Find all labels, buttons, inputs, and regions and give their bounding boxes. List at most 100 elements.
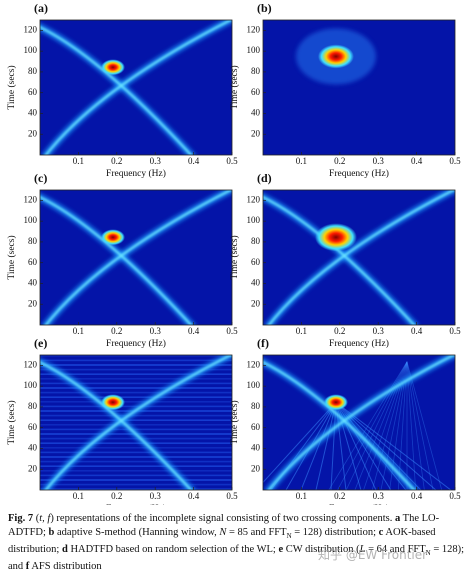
ridge (44, 20, 232, 155)
streak (397, 361, 408, 490)
stripe (40, 447, 232, 449)
y-tick-label: 20 (251, 128, 261, 138)
panel-label: (b) (257, 1, 272, 15)
x-tick-label: 0.5 (449, 326, 461, 336)
panel-label: (d) (257, 171, 272, 185)
stripe (40, 451, 232, 454)
x-tick-label: 0.3 (373, 491, 385, 501)
x-tick-label: 0.4 (188, 491, 200, 501)
plot-frame (262, 189, 456, 326)
ridge (267, 355, 455, 490)
x-tick-label: 0.3 (150, 491, 162, 501)
stripe (40, 391, 232, 394)
caption-text: The LO-ADTFD; (8, 513, 440, 538)
x-tick-label: 0.5 (449, 491, 461, 501)
caption-text: N (219, 527, 227, 538)
caption-text: c (378, 527, 384, 538)
x-tick-label: 0.2 (334, 491, 345, 501)
y-tick-label: 80 (28, 401, 38, 411)
panel: 0.1 0.2 0.3 0.4 0.5 20 40 60 80 100 120 Frequency (… (229, 171, 461, 349)
panel: 0.1 0.2 0.3 0.4 0.5 20 40 60 80 100 120 Frequency (… (6, 171, 238, 349)
stripe (40, 424, 232, 426)
y-tick-label: 20 (28, 298, 38, 308)
streak (300, 402, 337, 490)
stripe (40, 479, 232, 481)
hotspot (323, 394, 348, 411)
x-tick-label: 0.1 (296, 326, 307, 336)
y-tick-label: 100 (24, 380, 38, 390)
stripe (40, 387, 232, 389)
x-axis-label: Frequency (Hz) (106, 338, 166, 349)
y-tick-label: 120 (24, 194, 38, 204)
x-tick-label: 0.3 (373, 326, 385, 336)
stripe (40, 442, 232, 444)
y-tick-label: 100 (247, 45, 261, 55)
stripe (40, 364, 232, 366)
y-tick-label: 60 (251, 257, 261, 267)
y-tick-label: 60 (28, 87, 38, 97)
x-tick-label: 0.3 (150, 156, 162, 166)
y-axis-label: Time (secs) (6, 235, 17, 279)
y-tick-label: 40 (251, 443, 261, 453)
y-tick-label: 80 (251, 66, 261, 76)
y-axis-label: Time (secs) (229, 235, 240, 279)
stripe (40, 355, 232, 357)
hotspot (100, 394, 125, 411)
x-tick-label: 0.1 (73, 156, 84, 166)
stripe (40, 419, 232, 421)
x-tick-label: 0.1 (296, 156, 307, 166)
stripe (40, 474, 232, 477)
x-tick-label: 0.2 (111, 491, 122, 501)
caption-text: CW distribution ( (283, 544, 360, 556)
caption-text: = 128); and (8, 544, 465, 573)
heatmap (40, 190, 232, 325)
x-tick-label: 0.5 (449, 156, 461, 166)
caption-text: Fig. 7 (8, 513, 34, 524)
plot-frame (262, 354, 456, 491)
caption-text: AOK-based distribution; (8, 527, 436, 556)
y-tick-label: 80 (251, 401, 261, 411)
y-tick-label: 120 (247, 194, 261, 204)
y-axis-label: Time (secs) (6, 400, 17, 444)
heatmap (263, 20, 455, 155)
x-tick-label: 0.1 (73, 326, 84, 336)
streak (406, 361, 434, 490)
y-tick-label: 20 (28, 128, 38, 138)
stripe (40, 396, 232, 398)
caption-text: b (48, 527, 55, 538)
y-tick-label: 40 (251, 278, 261, 288)
y-tick-label: 100 (247, 380, 261, 390)
x-tick-label: 0.4 (188, 326, 200, 336)
y-tick-label: 100 (24, 215, 38, 225)
ridge (44, 190, 232, 325)
caption-text: = 128) distribution; (291, 527, 379, 538)
streak (263, 401, 337, 484)
stripe (40, 483, 232, 486)
x-tick-label: 0.1 (73, 491, 84, 501)
panel: 0.1 0.2 0.3 0.4 0.5 20 40 60 80 100 120 Frequency (… (6, 1, 238, 179)
caption-text: f (25, 561, 30, 573)
caption-text: e (278, 544, 284, 556)
y-tick-label: 20 (28, 463, 38, 473)
ridge (44, 355, 232, 490)
stripe (40, 368, 232, 371)
y-tick-label: 20 (251, 298, 261, 308)
caption: Fig. 7 (t, f) representations of the inc… (8, 512, 466, 574)
figure: 0.1 0.2 0.3 0.4 0.5 20 40 60 80 100 120 Frequency (… (6, 1, 461, 514)
panel-label: (a) (34, 1, 48, 15)
hotspot (100, 59, 125, 76)
stripe (40, 373, 232, 375)
stripe (40, 382, 232, 385)
x-tick-label: 0.2 (334, 326, 345, 336)
x-tick-label: 0.3 (150, 326, 162, 336)
x-tick-label: 0.4 (411, 156, 423, 166)
heatmap (40, 20, 232, 155)
caption-text: AFS distribution (29, 561, 102, 573)
y-axis-label: Time (secs) (229, 400, 240, 444)
panel: 0.1 0.2 0.3 0.4 0.5 20 40 60 80 100 120 Frequency (… (229, 336, 461, 514)
caption-text: N (286, 532, 292, 541)
x-tick-label: 0.1 (296, 491, 307, 501)
hotspot (100, 229, 125, 246)
caption-text: adaptive S-method (Hanning window, (54, 527, 220, 538)
